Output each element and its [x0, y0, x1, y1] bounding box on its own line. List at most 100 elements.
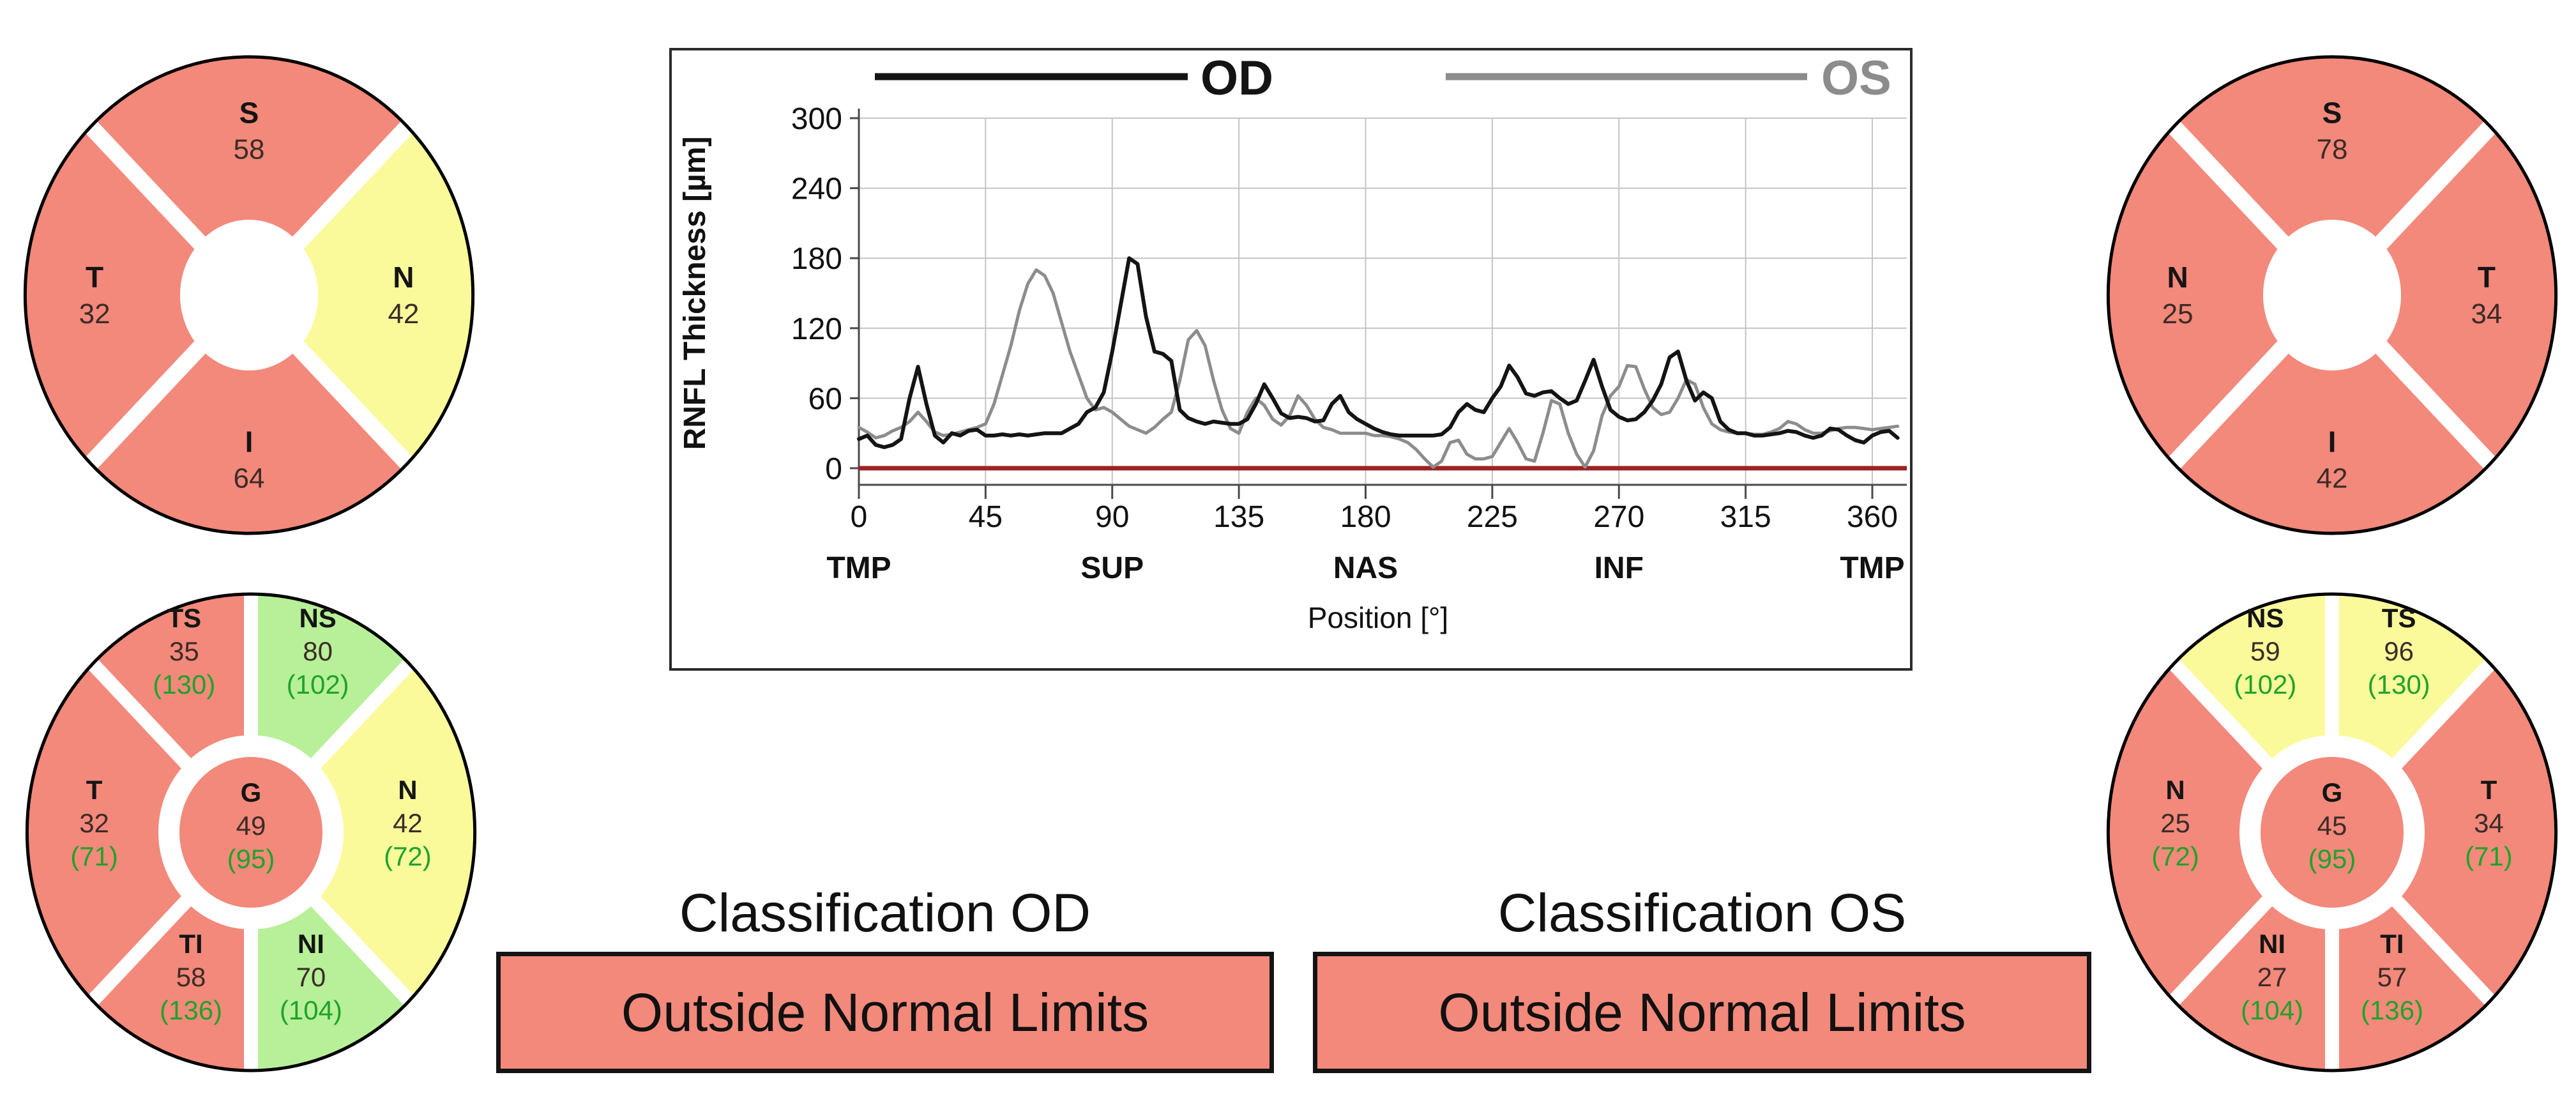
rnfl-thickness-chart: OD OS RNFL Thickness [µm] Position [°] 0… [669, 48, 1913, 671]
sector-value: 96 [2384, 636, 2414, 666]
sector-label: NI [298, 929, 324, 959]
y-tick-label: 300 [791, 102, 842, 136]
sector-value: 59 [2250, 636, 2280, 666]
sector-norm: (71) [2465, 841, 2513, 871]
region-label: TMP [1840, 551, 1904, 585]
sector-norm: (102) [287, 669, 349, 699]
sector-T [26, 127, 250, 463]
sector-value: 35 [169, 636, 199, 666]
region-label: INF [1595, 551, 1644, 585]
x-tick-label: 360 [1847, 500, 1898, 534]
sector-norm: (136) [2361, 995, 2423, 1025]
x-tick-label: 45 [969, 500, 1003, 534]
center-norm: (95) [2308, 844, 2356, 874]
sector-S [2174, 58, 2490, 296]
x-tick-label: 270 [1593, 500, 1644, 534]
classification-od-heading: Classification OD [679, 883, 1091, 943]
sector-value: 57 [2377, 962, 2407, 992]
global-sector [2261, 757, 2404, 908]
chart-outline [2106, 55, 2558, 535]
sector-value: 64 [234, 462, 265, 494]
sector-value: 42 [393, 808, 423, 838]
sector-value: 32 [79, 298, 110, 330]
sector-value: 32 [79, 808, 109, 838]
sector-norm: (72) [384, 841, 432, 871]
curve-od [857, 256, 1900, 450]
sector-value: 58 [176, 962, 206, 992]
sector-norm: (72) [2151, 841, 2199, 871]
sector-norm: (104) [2241, 995, 2303, 1025]
x-tick-label: 180 [1340, 500, 1391, 534]
region-label: SUP [1080, 551, 1144, 585]
sector-label: T [86, 261, 103, 294]
sector-label: NS [299, 603, 336, 633]
sector-value: 80 [303, 636, 333, 666]
y-tick-label: 240 [791, 172, 842, 206]
chart-outline [2106, 592, 2558, 1072]
sector-norm: (102) [2234, 669, 2296, 699]
x-tick-label: 225 [1467, 500, 1518, 534]
classification-os-result: Outside Normal Limits [1313, 952, 2091, 1073]
sector-label: N [2167, 261, 2188, 294]
chart-outline [25, 592, 477, 1072]
legend-os-label: OS [1821, 51, 1891, 105]
sector-norm: (71) [70, 841, 118, 871]
sector-label: TI [179, 929, 202, 959]
sector-norm: (130) [2368, 669, 2430, 699]
sector-N [249, 127, 472, 463]
sector-value: 27 [2257, 962, 2287, 992]
sector-N [2109, 664, 2332, 1000]
sector-label: T [86, 775, 103, 805]
x-tick-label: 90 [1095, 500, 1129, 534]
sector-label: S [2322, 96, 2342, 130]
os-quadrant-chart: S 78 T 34 I 42 N 25 [2106, 55, 2558, 535]
sector-label: TI [2380, 929, 2404, 959]
region-label: TMP [826, 551, 891, 585]
classification-od-result: Outside Normal Limits [496, 952, 1274, 1073]
sector-I [2174, 295, 2490, 532]
sector-T [2332, 127, 2555, 463]
sector-value: 70 [296, 962, 326, 992]
sector-label: T [2481, 775, 2497, 805]
y-tick-label: 120 [791, 312, 842, 346]
center-hole [2263, 220, 2401, 370]
sector-label: I [2328, 425, 2337, 458]
sector-norm: (136) [160, 995, 222, 1025]
y-tick-label: 60 [808, 382, 842, 416]
sector-value: 42 [2317, 462, 2348, 494]
sector-norm: (130) [153, 669, 215, 699]
y-tick-label: 180 [791, 242, 842, 276]
sector-T [28, 664, 252, 1000]
od-quadrant-chart: S 58 N 42 I 64 T 32 [23, 55, 475, 535]
center-value: 45 [2317, 811, 2347, 841]
y-axis-title: RNFL Thickness [µm] [678, 137, 712, 450]
x-tick-label: 315 [1720, 500, 1771, 534]
chart-frame [669, 48, 1913, 671]
sector-value: 34 [2471, 298, 2502, 330]
x-tick-label: 0 [851, 500, 868, 534]
x-axis-title: Position [°] [1308, 601, 1448, 634]
sector-label: NI [2259, 929, 2285, 959]
y-tick-label: 0 [825, 452, 842, 486]
center-label: G [241, 777, 262, 807]
sector-label: N [393, 261, 414, 294]
sector-label: NS [2246, 603, 2284, 633]
sector-T [2332, 664, 2555, 1000]
sector-value: 58 [234, 134, 265, 165]
global-sector [179, 757, 322, 908]
x-tick-label: 135 [1213, 500, 1264, 534]
sector-value: 34 [2474, 808, 2504, 838]
sector-label: TS [167, 603, 202, 633]
sector-N [2109, 127, 2332, 463]
chart-outline [23, 55, 475, 535]
sector-I [91, 295, 407, 532]
sector-value: 42 [388, 298, 419, 330]
sector-N [251, 664, 474, 1000]
sector-value: 78 [2317, 134, 2348, 165]
sector-label: N [398, 775, 417, 805]
sector-label: I [245, 425, 254, 458]
